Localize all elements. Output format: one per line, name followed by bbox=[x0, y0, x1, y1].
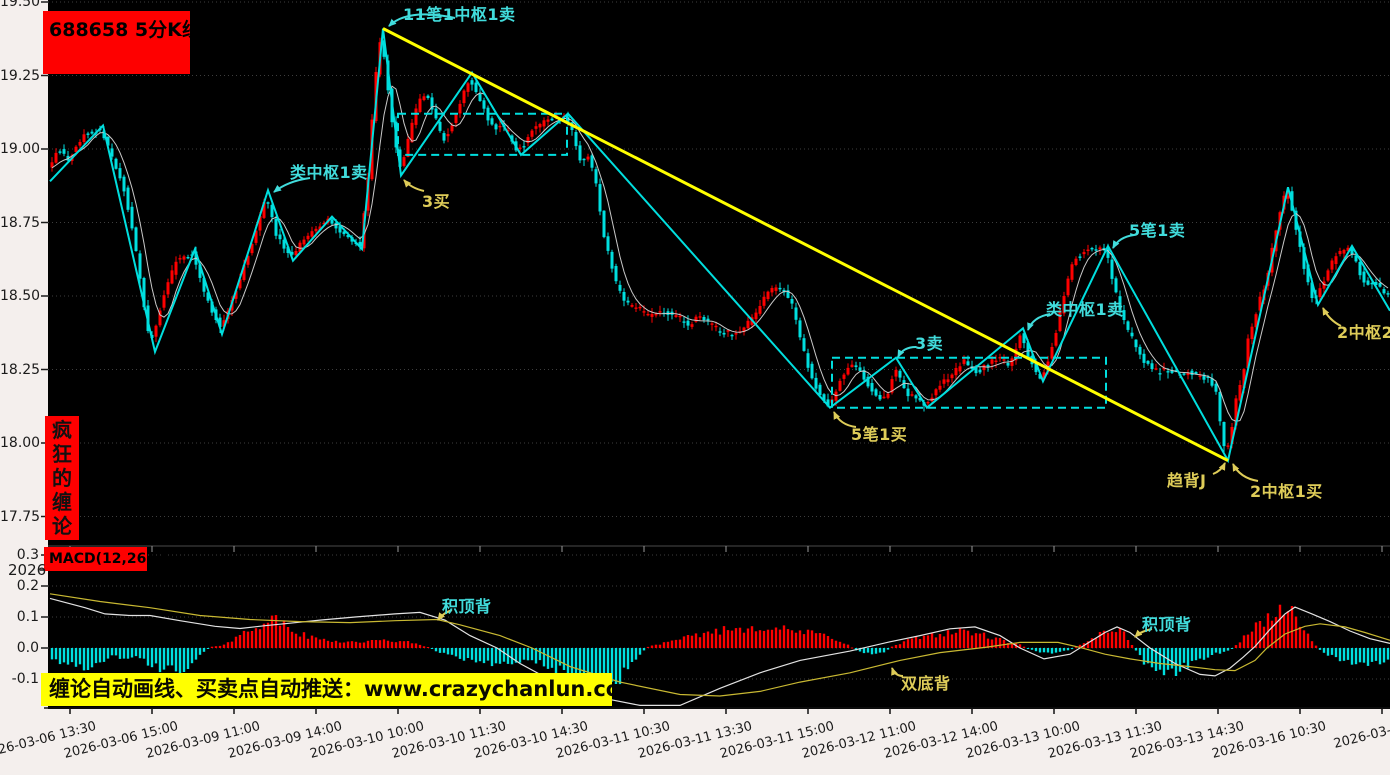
promo-banner[interactable]: 缠论自动画线、买卖点自动推送：www.crazychanlun.com bbox=[41, 673, 612, 706]
symbol-title: 688658 5分K线图 bbox=[49, 19, 220, 41]
macd-indicator-label: MACD(12,26,9) bbox=[49, 551, 168, 567]
watermark-vertical: 疯狂的缠论 bbox=[45, 416, 79, 540]
symbol-title-badge: 688658 5分K线图 bbox=[43, 11, 220, 74]
x-axis-year-label: 2026 bbox=[8, 561, 47, 579]
macd-indicator-badge: MACD(12,26,9) bbox=[44, 547, 168, 571]
promo-banner-text: 缠论自动画线、买卖点自动推送：www.crazychanlun.com bbox=[49, 677, 612, 701]
